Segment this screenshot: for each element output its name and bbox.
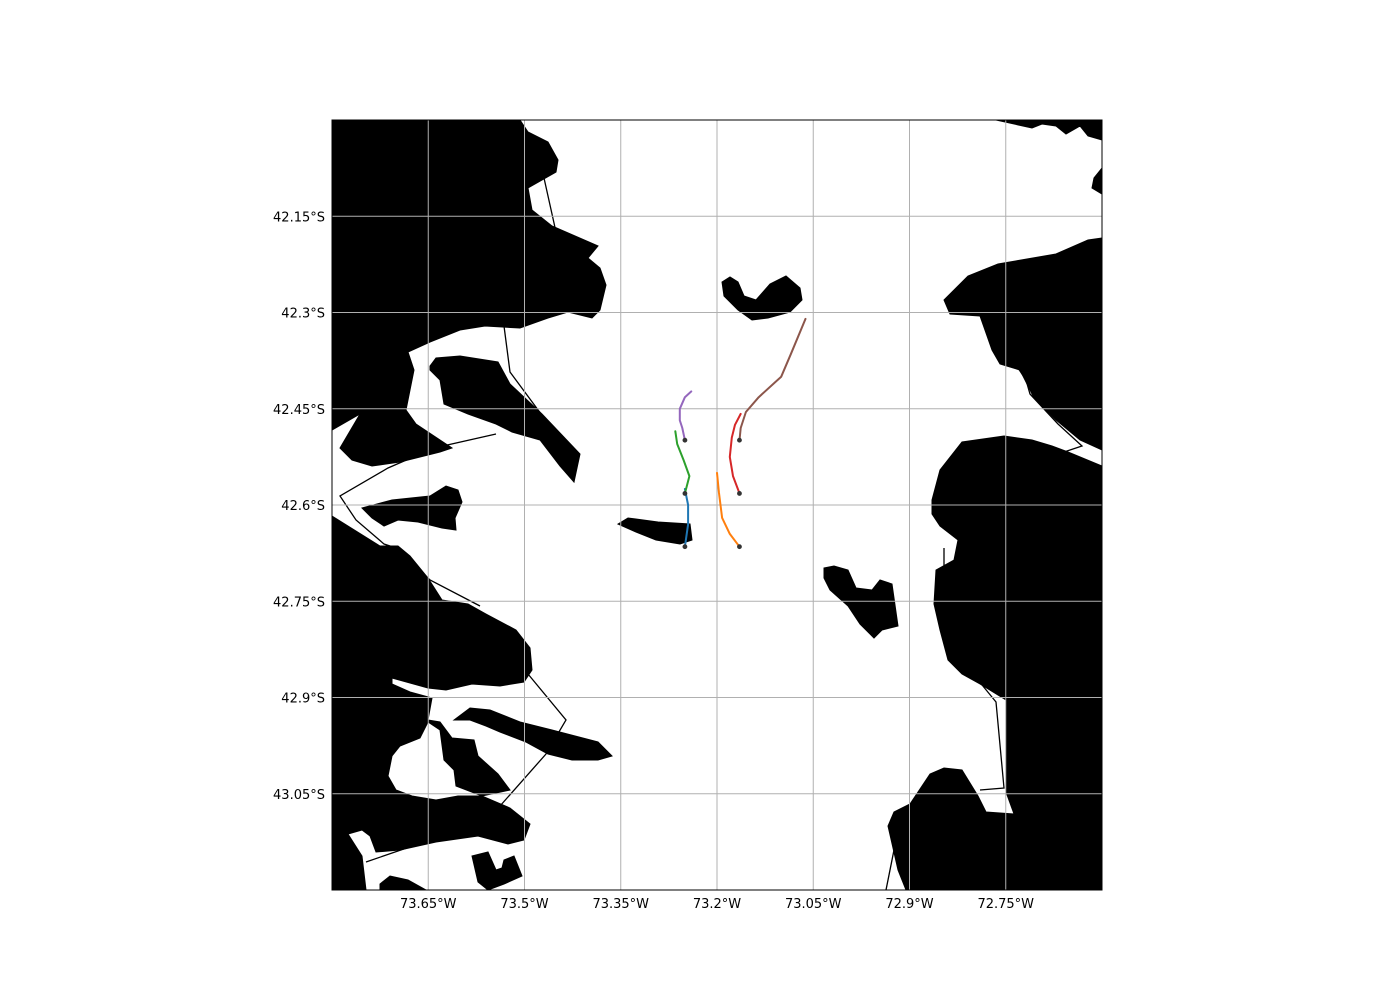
land-peninsula-east-upper (943, 237, 1102, 451)
y-tick-label: 42.45°S (273, 403, 325, 418)
x-tick-label: 73.35°W (592, 897, 649, 912)
land-island-southwest-bottom-2 (471, 851, 523, 890)
drifter-track-5 (678, 390, 693, 442)
land-mainland-southwest (332, 515, 533, 890)
x-tick-label: 73.65°W (400, 897, 457, 912)
land-island-central (616, 517, 693, 545)
drifter-start-marker-3 (682, 491, 688, 496)
y-tick-label: 42.15°S (273, 210, 325, 225)
x-tick-label: 72.9°W (885, 897, 933, 912)
map-frame-border (331, 119, 1103, 891)
land-cape-northeast (1091, 167, 1102, 195)
drifter-track-6 (738, 317, 807, 442)
land-island-north (721, 275, 803, 321)
border-line-north (543, 177, 557, 233)
drifter-start-marker-2 (737, 544, 742, 550)
x-tick-label: 72.75°W (977, 897, 1034, 912)
drifter-track-3 (674, 430, 691, 495)
x-tick-label: 73.05°W (785, 897, 842, 912)
drifter-start-marker-1 (682, 544, 688, 550)
gridlines (332, 120, 1102, 890)
land-island-southwest-strip (452, 707, 613, 761)
drifter-start-marker-6 (737, 437, 742, 443)
land-mainland-southeast (887, 435, 1102, 890)
x-tick-labels: 73.65°W 73.5°W 73.35°W 73.2°W 73.05°W 72.9°W 7… (400, 897, 1034, 912)
land-mainland-northwest (332, 120, 607, 467)
drifter-track-1 (683, 488, 690, 548)
y-tick-label: 42.6°S (281, 499, 325, 514)
drifter-start-marker-4 (737, 491, 742, 496)
land-island-southwest-bottom (379, 875, 428, 890)
border-layer (339, 177, 1084, 890)
border-line-west (339, 433, 497, 607)
land-mainland-northeast (995, 120, 1102, 141)
border-line-southwest (365, 673, 567, 863)
border-line-southeast (943, 548, 957, 571)
land-layer (332, 120, 1102, 890)
border-line-southeast-lower (977, 679, 1005, 791)
drifter-track-4 (728, 412, 742, 495)
y-tick-label: 43.05°S (273, 788, 325, 803)
land-island-west-small (361, 485, 463, 531)
land-island-west-long (429, 355, 581, 484)
drifter-start-marker-5 (682, 437, 688, 443)
y-tick-labels: 42.15°S 42.3°S 42.45°S 42.6°S 42.75°S 42.9°S 4… (273, 210, 325, 803)
drifter-tracks (674, 317, 807, 550)
land-island-east-small (823, 565, 899, 639)
x-tick-label: 73.2°W (693, 897, 741, 912)
drifter-track-2 (716, 471, 741, 548)
y-tick-label: 42.75°S (273, 595, 325, 610)
border-line-south (885, 829, 899, 890)
y-tick-label: 42.9°S (281, 692, 325, 707)
y-tick-label: 42.3°S (281, 307, 325, 322)
border-line-inner-west (503, 325, 545, 419)
x-tick-label: 73.5°W (500, 897, 548, 912)
